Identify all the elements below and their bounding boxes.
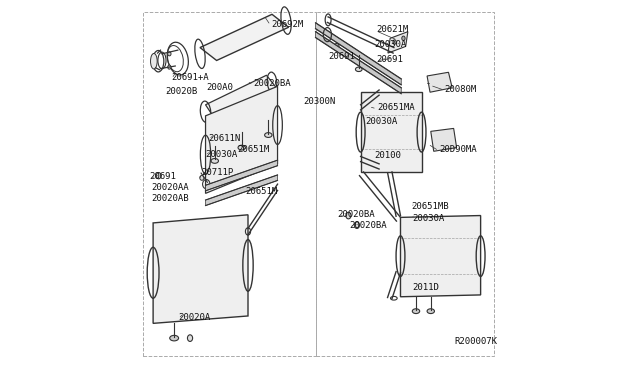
Polygon shape: [427, 72, 452, 92]
Ellipse shape: [211, 158, 218, 163]
Ellipse shape: [150, 54, 157, 69]
Text: 20651M: 20651M: [237, 145, 269, 154]
Text: 20691: 20691: [328, 52, 355, 61]
Text: 20020A: 20020A: [178, 313, 211, 322]
Text: 20100: 20100: [374, 151, 401, 160]
Text: 20020AA: 20020AA: [152, 183, 189, 192]
Ellipse shape: [238, 145, 245, 150]
Text: 20030A: 20030A: [412, 214, 445, 223]
Text: 20651MB: 20651MB: [412, 202, 449, 211]
Text: 20030A: 20030A: [205, 150, 238, 159]
Ellipse shape: [355, 222, 360, 228]
Text: 20711P: 20711P: [201, 168, 234, 177]
Text: 20651M: 20651M: [245, 187, 278, 196]
Polygon shape: [388, 32, 408, 53]
Polygon shape: [316, 23, 401, 85]
Ellipse shape: [156, 173, 161, 179]
Ellipse shape: [393, 40, 396, 44]
Ellipse shape: [168, 65, 171, 69]
Text: 20020AB: 20020AB: [152, 195, 189, 203]
Text: 200A0: 200A0: [206, 83, 233, 92]
Text: R200007K: R200007K: [455, 337, 498, 346]
Ellipse shape: [168, 52, 171, 56]
Text: 20691: 20691: [149, 172, 176, 181]
Ellipse shape: [334, 44, 339, 49]
Text: 20692M: 20692M: [271, 20, 303, 29]
Polygon shape: [153, 215, 248, 323]
Polygon shape: [360, 92, 422, 172]
Polygon shape: [200, 14, 289, 61]
Text: 20691+A: 20691+A: [172, 73, 209, 82]
Ellipse shape: [427, 309, 435, 314]
Ellipse shape: [369, 97, 372, 101]
Ellipse shape: [188, 335, 193, 341]
Text: 20030A: 20030A: [365, 117, 397, 126]
Text: 2011D: 2011D: [412, 283, 439, 292]
Ellipse shape: [170, 335, 179, 341]
Polygon shape: [431, 128, 456, 151]
Ellipse shape: [402, 36, 405, 41]
Ellipse shape: [412, 309, 420, 314]
Ellipse shape: [355, 67, 362, 71]
Text: 20651MA: 20651MA: [377, 103, 415, 112]
Polygon shape: [401, 215, 481, 297]
Ellipse shape: [346, 212, 351, 219]
Text: 20D90MA: 20D90MA: [439, 145, 477, 154]
Polygon shape: [205, 75, 278, 119]
Text: 20691: 20691: [376, 55, 403, 64]
Text: 20080M: 20080M: [445, 85, 477, 94]
Text: 20020BA: 20020BA: [338, 210, 375, 219]
Text: 20300N: 20300N: [304, 97, 336, 106]
Text: 20621M: 20621M: [376, 25, 408, 34]
Text: 20611N: 20611N: [209, 134, 241, 142]
Polygon shape: [205, 160, 278, 191]
Text: 20020B: 20020B: [165, 87, 197, 96]
Polygon shape: [205, 86, 278, 193]
Ellipse shape: [264, 133, 272, 137]
Polygon shape: [205, 175, 278, 206]
Text: 20020BA: 20020BA: [349, 221, 387, 230]
Text: 20030A: 20030A: [374, 40, 406, 49]
Polygon shape: [367, 93, 379, 106]
Ellipse shape: [200, 176, 204, 180]
Polygon shape: [316, 32, 401, 94]
Text: 20020BA: 20020BA: [253, 79, 291, 88]
